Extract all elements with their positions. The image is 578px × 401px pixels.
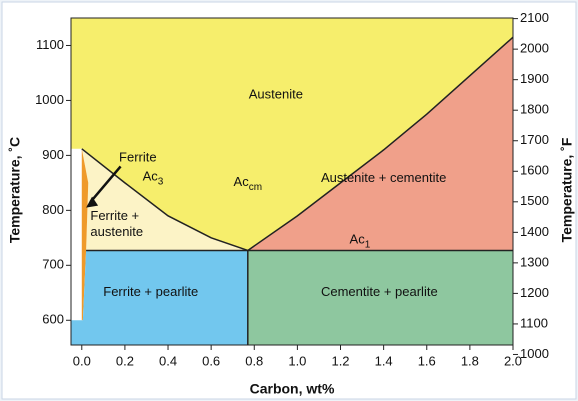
y-tick-label: 900	[42, 147, 64, 162]
region-label: Cementite + pearlite	[321, 284, 438, 299]
region-label: Austenite	[249, 86, 303, 101]
y-tick-label: 600	[42, 312, 64, 327]
phase-region	[71, 18, 513, 251]
y2-tick-label: 1800	[520, 102, 549, 117]
boundary-label-main: Ac	[234, 174, 250, 189]
boundary-label-main: Ac	[350, 232, 366, 247]
boundary-label-sub: 1	[365, 239, 371, 250]
y2-tick-label: 1100	[520, 315, 548, 330]
boundary-label-sub: 3	[158, 176, 164, 187]
y2-tick-label: 1500	[520, 193, 549, 208]
phase-region	[81, 148, 89, 321]
region-label: Ferrite + austenite	[90, 208, 143, 239]
y-tick-label: 700	[42, 257, 64, 272]
y2-tick-label: 1900	[520, 71, 549, 86]
y2-tick-label: 2000	[520, 41, 549, 56]
phase-region	[247, 37, 514, 251]
boundary-label-sub: cm	[249, 182, 262, 193]
phase-region	[247, 250, 514, 345]
x-tick-label: 1.0	[288, 353, 306, 368]
arrow	[89, 165, 122, 203]
y-axis-title: Temperature, ˚C	[7, 137, 23, 243]
x-tick-label: 1.6	[418, 353, 436, 368]
y-tick-label: 800	[42, 202, 64, 217]
y-tick-label: 1100	[36, 37, 64, 52]
y-tick-label: 1000	[35, 92, 64, 107]
x-tick-label: 2.0	[504, 353, 522, 368]
boundary-label: Accm	[234, 174, 263, 192]
y2-tick-label: 1600	[520, 163, 549, 178]
x-tick-label: 0.2	[116, 353, 134, 368]
phase-boundary	[247, 36, 514, 252]
boundary-label-main: Ac	[143, 169, 159, 184]
y2-tick-label: 1400	[520, 224, 549, 239]
region-label: Ferrite + pearlite	[103, 284, 198, 299]
y2-tick-label: 1200	[520, 285, 549, 300]
phase-boundary	[81, 148, 249, 252]
x-tick-label: 1.8	[461, 353, 479, 368]
y2-tick-label: 1300	[520, 254, 549, 269]
boundary-label: Ac3	[143, 169, 164, 187]
arrow-head	[86, 196, 99, 208]
y2-axis-title: Temperature, ˚F	[559, 137, 575, 242]
x-tick-label: 0.0	[73, 353, 91, 368]
phase-region	[81, 148, 248, 251]
y2-tick-label: 1000	[520, 346, 549, 361]
y2-tick-label: 1700	[520, 132, 549, 147]
x-tick-label: 0.6	[202, 353, 220, 368]
x-tick-label: 0.4	[159, 353, 177, 368]
x-tick-label: 1.2	[331, 353, 349, 368]
x-tick-label: 1.4	[375, 353, 393, 368]
plot: Austenite Ferrite + austenite Ferrite Austen…	[35, 10, 549, 368]
boundary-label: Ac1	[350, 232, 371, 250]
plot-border	[70, 17, 514, 346]
x-tick-label: 0.8	[245, 353, 263, 368]
x-axis-title: Carbon, wt%	[250, 381, 335, 397]
region-label: Ferrite	[119, 150, 157, 165]
phase-region	[71, 250, 248, 345]
region-label: Austenite + cementite	[321, 170, 446, 185]
y2-tick-label: 2100	[520, 10, 549, 25]
